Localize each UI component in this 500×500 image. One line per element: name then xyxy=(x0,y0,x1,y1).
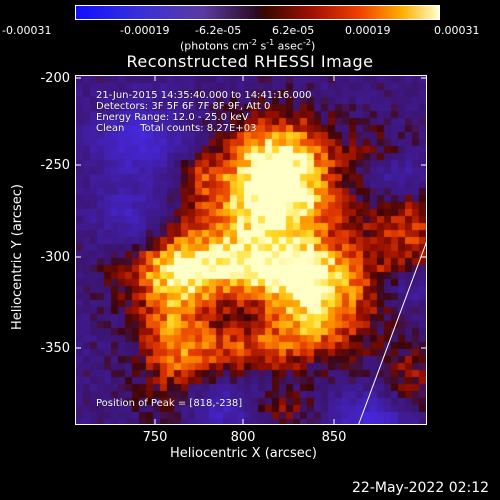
x-tick-label: 800 xyxy=(230,430,256,445)
info-line: Detectors: 3F 5F 6F 7F 8F 9F, Att 0 xyxy=(96,101,271,112)
y-tick-label: -200 xyxy=(40,71,70,86)
colorbar-units: (photons cm-2 s-1 asec-2) xyxy=(180,38,316,53)
plot-title: Reconstructed RHESSI Image xyxy=(126,52,374,71)
x-tick-label: 750 xyxy=(142,430,168,445)
footer-date: 22-May-2022 02:12 xyxy=(352,480,490,496)
x-axis-label: Heliocentric X (arcsec) xyxy=(170,446,317,461)
colorbar xyxy=(75,5,440,20)
rhessi-image xyxy=(76,76,426,424)
colorbar-tick-label: 6.2e-05 xyxy=(272,24,315,37)
y-axis-label: Heliocentric Y (arcsec) xyxy=(10,184,25,330)
info-line: 21-Jun-2015 14:35:40.000 to 14:41:16.000 xyxy=(96,90,312,101)
x-tick-label: 850 xyxy=(321,430,347,445)
y-tick-label: -300 xyxy=(40,250,70,265)
y-tick-label: -350 xyxy=(40,341,70,356)
info-line: Energy Range: 12.0 - 25.0 keV xyxy=(96,112,249,123)
colorbar-tick-label: -6.2e-05 xyxy=(195,24,242,37)
colorbar-tick-label: 0.00019 xyxy=(345,24,391,37)
colorbar-tick-label: -0.00019 xyxy=(120,24,170,37)
solar-image-plot: 21-Jun-2015 14:35:40.000 to 14:41:16.000… xyxy=(75,75,427,425)
peak-position-label: Position of Peak = [818,-238] xyxy=(96,398,243,409)
limb-line xyxy=(358,241,426,424)
y-tick-label: -250 xyxy=(40,158,70,173)
colorbar-tick-label: 0.00031 xyxy=(434,24,480,37)
info-line: Clean Total counts: 8.27E+03 xyxy=(96,123,257,134)
colorbar-tick-label: -0.00031 xyxy=(2,24,52,37)
